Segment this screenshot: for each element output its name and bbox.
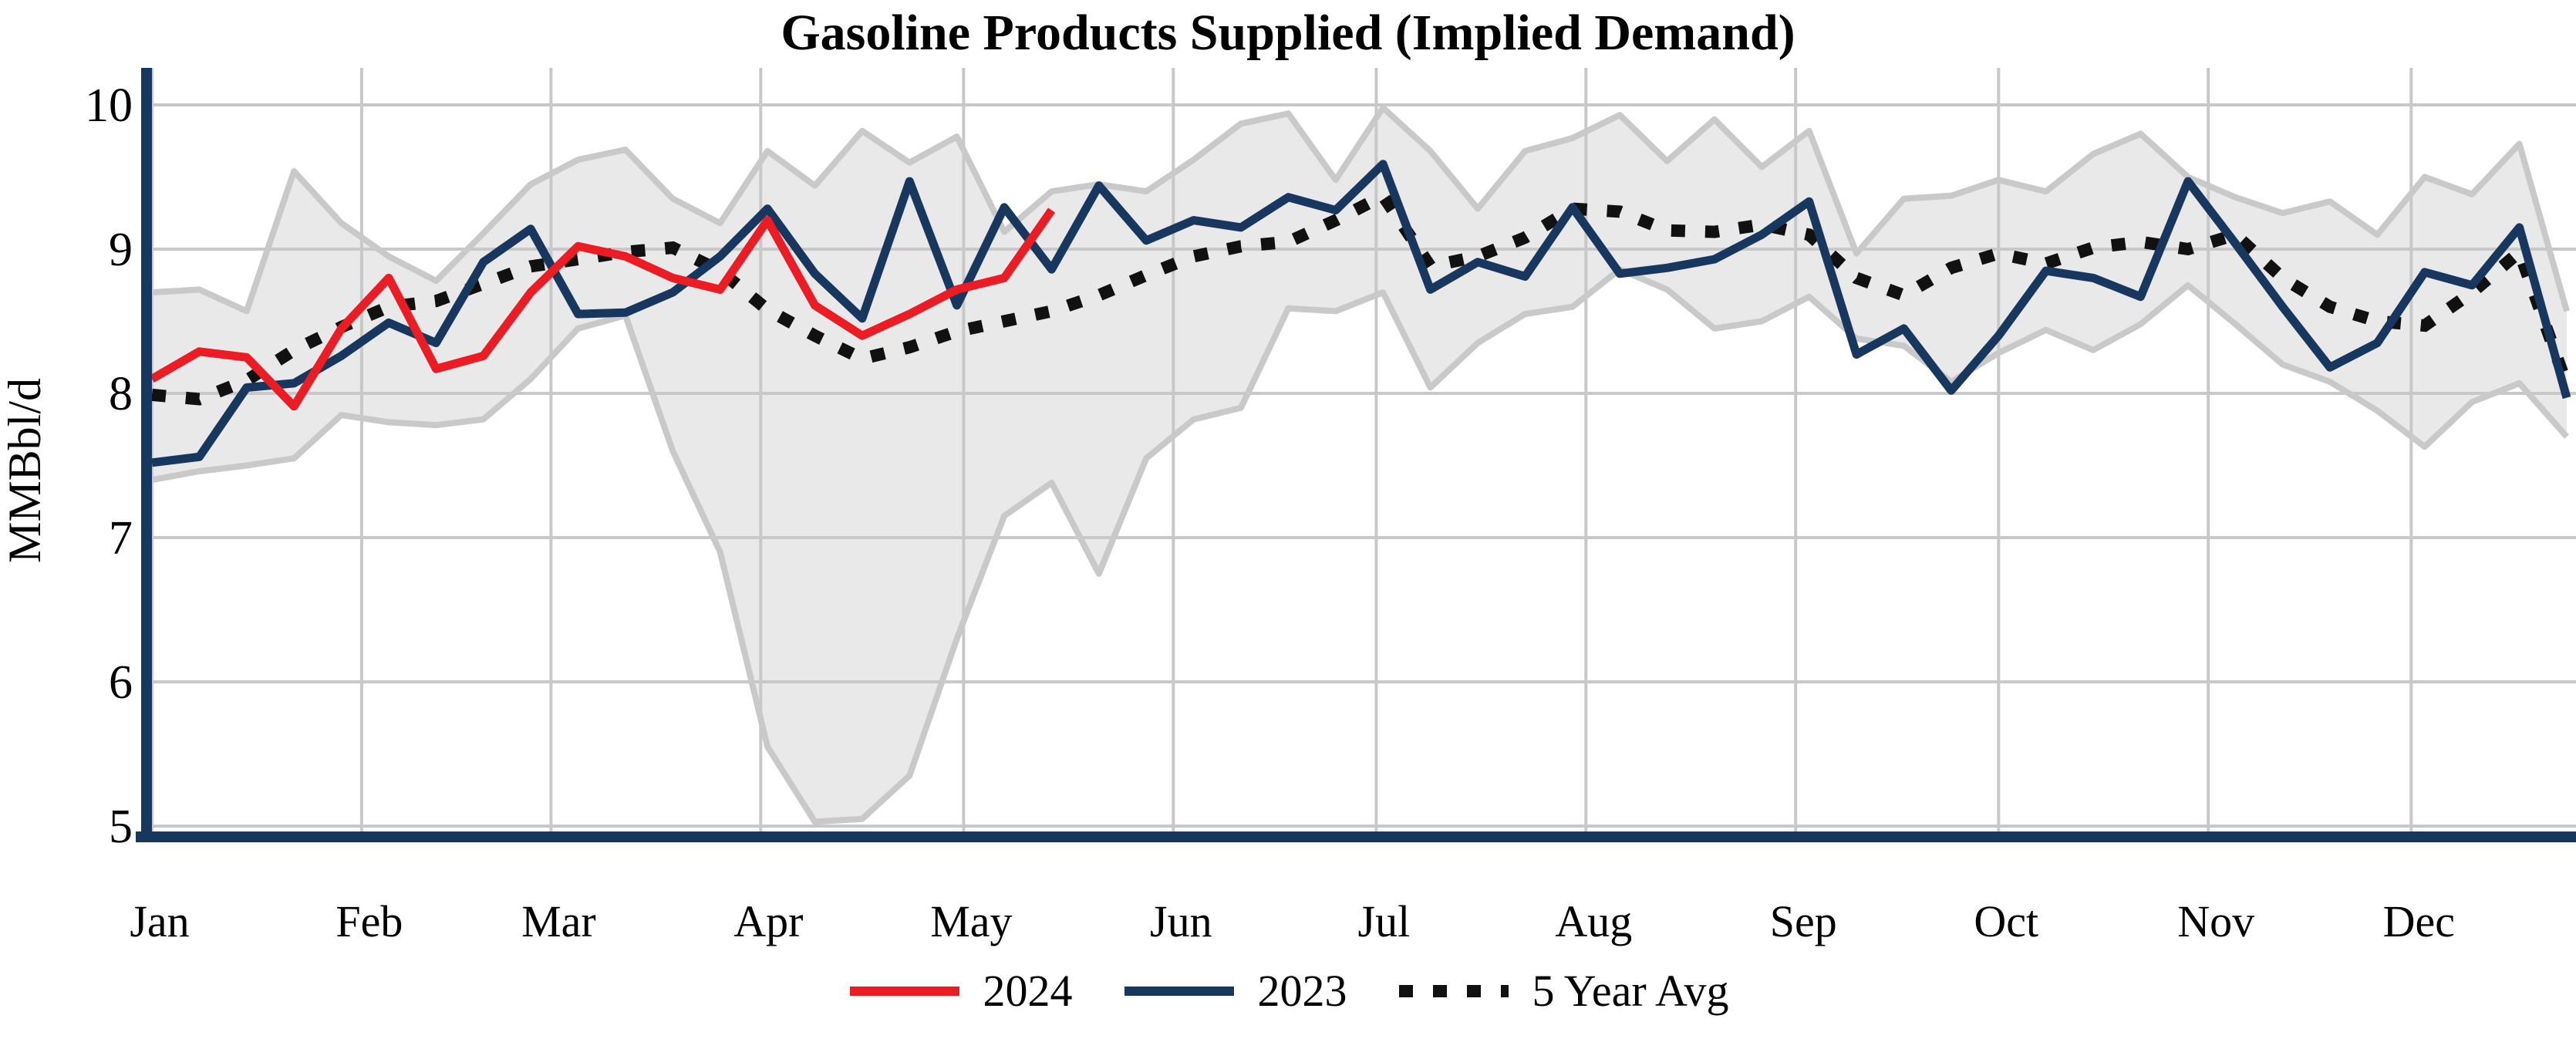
- x-tick-label-Oct: Oct: [1974, 896, 2038, 946]
- band-lower-edge: [151, 266, 2569, 825]
- x-tick-label-Jan: Jan: [130, 896, 189, 946]
- y-tick-label-7: 7: [109, 512, 133, 565]
- legend-item-5-year-avg: 5 Year Avg: [1396, 966, 1729, 1016]
- x-tick-label-Jun: Jun: [1150, 896, 1212, 946]
- chart-title: Gasoline Products Supplied (Implied Dema…: [781, 5, 1795, 61]
- legend-label: 2023: [1257, 966, 1347, 1016]
- legend: 2024 2023 5 Year Avg: [0, 969, 2576, 1014]
- y-tick-label-10: 10: [85, 79, 133, 132]
- band-upper-edge: [151, 104, 2570, 315]
- legend-swatch-dotted: [1399, 985, 1509, 997]
- x-tick-label-May: May: [930, 896, 1012, 946]
- x-tick-label-Nov: Nov: [2177, 896, 2254, 946]
- y-tick-label-8: 8: [109, 368, 133, 420]
- legend-item-2024: 2024: [847, 969, 1072, 1014]
- legend-label: 5 Year Avg: [1532, 966, 1729, 1016]
- x-tick-label-Jul: Jul: [1358, 896, 1411, 946]
- series-2024: [150, 207, 1056, 411]
- x-tick-label-Apr: Apr: [733, 896, 803, 946]
- five-year-range-band: [152, 107, 2567, 822]
- y-tick-label-6: 6: [109, 656, 133, 709]
- series-5-year-avg: [151, 187, 2573, 406]
- x-tick-label-Sep: Sep: [1770, 896, 1837, 946]
- legend-item-2023: 2023: [1121, 969, 1347, 1014]
- x-tick-label-Mar: Mar: [521, 896, 596, 946]
- x-tick-label-Dec: Dec: [2383, 896, 2455, 946]
- x-tick-label-Aug: Aug: [1555, 896, 1632, 946]
- legend-swatch-solid: [850, 987, 960, 996]
- x-tick-label-Feb: Feb: [335, 896, 403, 946]
- legend-swatch-solid: [1124, 987, 1235, 996]
- y-tick-label-5: 5: [109, 801, 133, 853]
- y-axis-label: MMBbl/d: [0, 378, 50, 563]
- plot-area: 10 9 8 7 6 5 Jan Feb Mar Apr May Jun Jul Aug Sep Oct Nov…: [0, 68, 2576, 946]
- legend-label: 2024: [983, 966, 1073, 1016]
- y-tick-label-9: 9: [109, 224, 133, 276]
